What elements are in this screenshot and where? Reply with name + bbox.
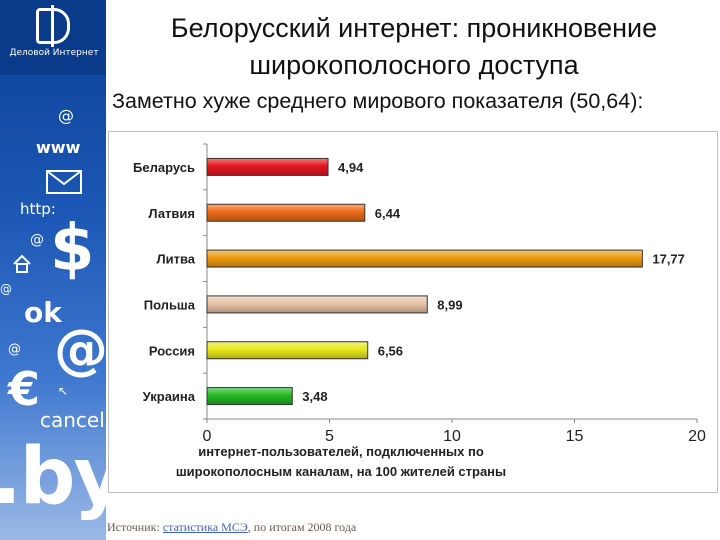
ok-text-icon: ok xyxy=(24,296,62,329)
category-label: Россия xyxy=(149,343,195,358)
cursor-icon: ↖ xyxy=(58,384,69,398)
bar-Польша xyxy=(206,295,428,314)
bar-Россия xyxy=(206,341,369,360)
at-small-icon: @ xyxy=(30,232,44,248)
bar-chart: Беларусь 4,94 Латвия 6,44 Литва 17,77 Польша 8,… xyxy=(133,143,706,479)
category-label: Украина xyxy=(143,389,196,404)
category-label: Польша xyxy=(144,297,196,312)
value-label: 6,44 xyxy=(375,206,401,221)
source-link[interactable]: статистика МСЭ xyxy=(162,520,248,534)
euro-icon: € xyxy=(8,362,41,416)
value-label: 8,99 xyxy=(437,297,462,312)
logo-text: Деловой Интернет xyxy=(9,48,99,58)
value-label: 3,48 xyxy=(302,389,327,404)
home-icon xyxy=(12,254,32,274)
source-note: Источник: статистика МСЭ, по итогам 2008… xyxy=(107,520,356,535)
x-tick-label: 10 xyxy=(443,428,461,445)
bar-Литва xyxy=(206,249,643,268)
x-tick-label: 15 xyxy=(566,428,584,445)
title-line-1: Белорусский интернет: проникновение xyxy=(170,13,658,43)
x-axis-label-line-2: широкополосным каналам, на 100 жителей с… xyxy=(176,464,506,479)
http-text-icon: http: xyxy=(20,200,56,218)
chart-panel: Беларусь 4,94 Латвия 6,44 Литва 17,77 Польша 8,… xyxy=(108,131,718,493)
source-suffix: , по итогам 2008 года xyxy=(247,520,357,534)
logo: Деловой Интернет xyxy=(0,0,106,75)
value-label: 17,77 xyxy=(652,252,685,267)
x-tick-label: 20 xyxy=(688,428,706,445)
sidebar-decoration: Деловой Интернет @ www http: @ $ @ ok @ … xyxy=(0,0,106,540)
at-tiny-icon: @ xyxy=(8,342,21,357)
category-label: Латвия xyxy=(148,206,195,221)
value-label: 4,94 xyxy=(338,160,364,175)
category-label: Литва xyxy=(156,252,195,267)
dollar-icon: $ xyxy=(50,212,95,286)
bar-Латвия xyxy=(206,203,366,222)
at-large-icon: @ xyxy=(54,318,106,381)
category-label: Беларусь xyxy=(133,160,195,175)
x-tick-label: 5 xyxy=(325,428,334,445)
www-text-icon: www xyxy=(36,138,81,157)
slide-subtitle: Заметно хуже среднего мирового показател… xyxy=(112,89,644,113)
envelope-icon xyxy=(46,170,82,194)
slide-title: Белорусский интернет: проникновение широ… xyxy=(110,10,718,84)
bar-Украина xyxy=(206,387,293,406)
at-symbol-icon: @ xyxy=(58,106,74,125)
by-domain-icon: .by xyxy=(0,432,106,522)
x-tick-label: 0 xyxy=(203,428,212,445)
x-axis-label-line-1: интернет-пользователей, подключенных по xyxy=(198,444,484,459)
value-label: 6,56 xyxy=(378,343,403,358)
logo-mark-icon xyxy=(36,5,70,47)
cancel-text-icon: cancel xyxy=(40,408,105,432)
at-edge-icon: @ xyxy=(0,282,12,296)
bar-Беларусь xyxy=(206,157,329,176)
source-prefix: Источник: xyxy=(107,520,163,534)
title-line-2: широкополосного доступа xyxy=(249,50,579,80)
